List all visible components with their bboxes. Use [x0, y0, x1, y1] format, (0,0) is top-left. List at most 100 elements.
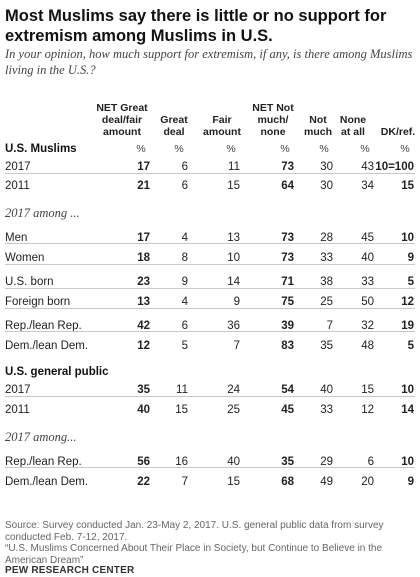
row-divider	[5, 243, 415, 244]
column-header: None at all	[339, 114, 367, 138]
table-cell: 9	[407, 252, 414, 264]
table-cell: 11	[176, 384, 188, 396]
percent-symbol: %	[136, 143, 146, 155]
table-cell: 10	[401, 384, 414, 396]
table-cell: 10	[227, 252, 240, 264]
table-cell: 6	[367, 456, 374, 468]
row-label: Men	[5, 232, 28, 244]
page-title: Most Muslims say there is little or no s…	[5, 7, 387, 45]
table-cell: 35	[281, 456, 294, 468]
table-cell: 30	[320, 161, 333, 173]
table-cell: 64	[281, 180, 294, 192]
chart-subtitle: In your opinion, how much support for ex…	[5, 47, 413, 77]
table-cell: 40	[227, 456, 240, 468]
table-cell: 17	[137, 161, 150, 173]
row-divider	[5, 308, 415, 309]
table-cell: 23	[137, 276, 150, 288]
table-cell: 33	[361, 276, 374, 288]
table-cell: 21	[137, 180, 150, 192]
table-cell: 29	[320, 456, 333, 468]
row-divider	[5, 396, 415, 397]
table-cell: 13	[227, 232, 240, 244]
table-cell: 9	[407, 476, 414, 488]
table-cell: 83	[281, 340, 294, 352]
table-cell: 54	[281, 384, 294, 396]
table-cell: 49	[320, 476, 333, 488]
table-cell: 10	[401, 232, 414, 244]
table-cell: 38	[320, 276, 333, 288]
row-label: Foreign born	[5, 296, 71, 308]
table-cell: 73	[281, 252, 294, 264]
row-label: Rep./lean Rep.	[5, 456, 82, 468]
row-label: 2011	[5, 404, 30, 416]
table-cell: 48	[361, 340, 374, 352]
table-cell: 6	[181, 180, 188, 192]
table-cell: 42	[137, 320, 150, 332]
row-divider	[5, 173, 415, 174]
table-cell: 15	[401, 180, 414, 192]
table-cell: 40	[137, 404, 150, 416]
percent-symbol: %	[360, 143, 370, 155]
table-cell: 5	[407, 276, 414, 288]
table-cell: 75	[281, 296, 294, 308]
table-cell: 9	[181, 276, 188, 288]
row-label: 2017	[5, 384, 31, 396]
table-cell: 25	[320, 296, 333, 308]
table-cell: 43	[361, 161, 374, 173]
column-header: Fair amount	[203, 114, 241, 138]
row-label: 2011	[5, 180, 30, 192]
column-header: Great deal	[160, 114, 188, 138]
table-cell: 6	[181, 161, 188, 173]
section-label: U.S. Muslims	[5, 143, 77, 155]
table-cell: 4	[181, 296, 188, 308]
table-cell: 35	[320, 340, 333, 352]
table-cell: 12	[137, 340, 150, 352]
table-cell: 7	[181, 476, 188, 488]
section-label: U.S. general public	[5, 366, 109, 378]
table-cell: 68	[281, 476, 294, 488]
table-cell: 56	[137, 456, 150, 468]
row-label: Dem./lean Dem.	[5, 476, 89, 488]
table-cell: 40	[320, 384, 333, 396]
table-cell: 34	[361, 180, 374, 192]
table-cell: 7	[326, 320, 333, 332]
table-cell: 10=100	[375, 161, 414, 173]
table-cell: 16	[175, 456, 188, 468]
table-cell: 4	[181, 232, 188, 244]
footer-source: Source: Survey conducted Jan. 23-May 2, …	[5, 520, 384, 543]
section-label: 2017 among...	[5, 430, 77, 444]
table-cell: 45	[281, 404, 294, 416]
table-cell: 73	[281, 161, 294, 173]
table-cell: 15	[361, 384, 374, 396]
table-cell: 15	[227, 180, 240, 192]
column-header: DK/ref.	[380, 126, 416, 138]
row-divider	[5, 264, 415, 265]
table-cell: 36	[227, 320, 240, 332]
percent-symbol: %	[174, 143, 184, 155]
percent-symbol: %	[280, 143, 290, 155]
table-cell: 5	[181, 340, 188, 352]
row-label: U.S. born	[5, 276, 54, 288]
table-cell: 19	[401, 320, 414, 332]
table-cell: 15	[175, 404, 188, 416]
table-cell: 20	[361, 476, 374, 488]
table-cell: 17	[137, 232, 150, 244]
percent-symbol: %	[319, 143, 329, 155]
table-cell: 71	[281, 276, 294, 288]
table-cell: 45	[361, 232, 374, 244]
column-header: Not much	[303, 114, 332, 138]
table-cell: 35	[137, 384, 150, 396]
row-divider	[5, 467, 415, 468]
table-cell: 33	[320, 252, 333, 264]
row-divider	[5, 288, 415, 289]
column-header: NET Great deal/fair amount	[96, 102, 148, 138]
table-cell: 28	[320, 232, 333, 244]
percent-symbol: %	[400, 143, 410, 155]
table-cell: 15	[227, 476, 240, 488]
table-cell: 7	[233, 340, 240, 352]
table-cell: 13	[137, 296, 150, 308]
percent-symbol: %	[226, 143, 236, 155]
table-cell: 12	[361, 404, 374, 416]
footer-report: “U.S. Muslims Concerned About Their Plac…	[5, 543, 383, 566]
table-cell: 25	[227, 404, 240, 416]
